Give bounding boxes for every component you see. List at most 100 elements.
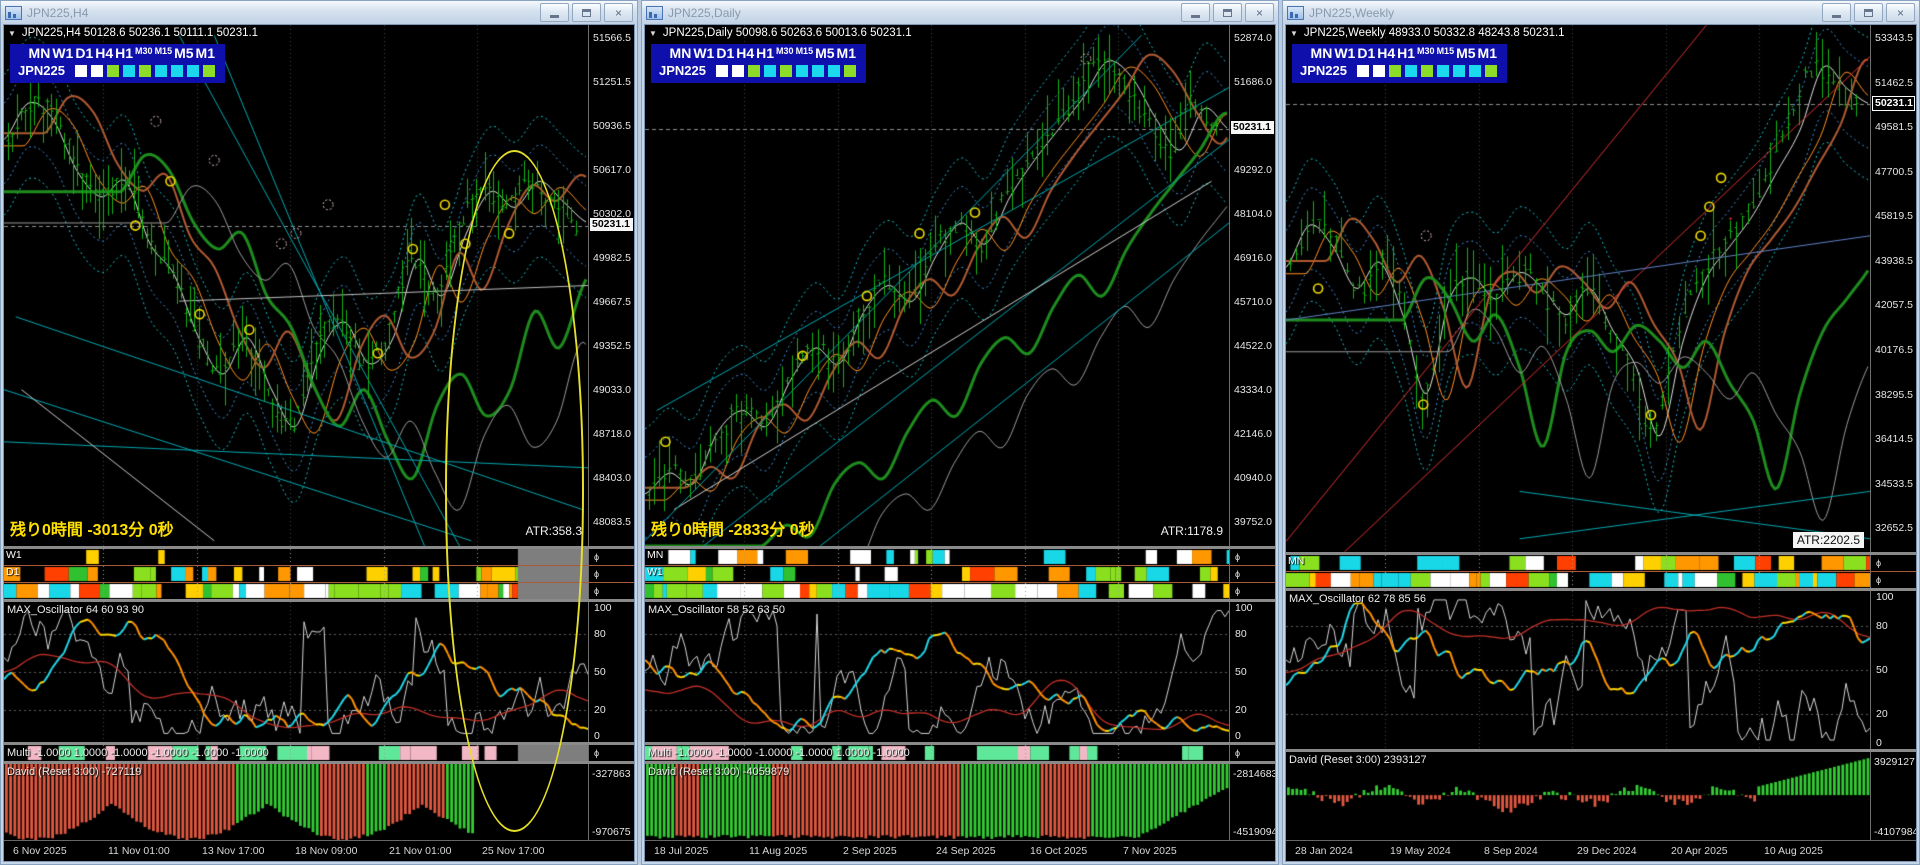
date-label: 18 Jul 2025 xyxy=(654,845,709,857)
chart-caret-icon: ▼ xyxy=(8,28,16,38)
date-axis[interactable]: 28 Jan 2024 19 May 2024 8 Sep 2024 29 Dec 2… xyxy=(1286,840,1916,861)
timeframe-square xyxy=(186,64,199,77)
strip-row: MN ϕ xyxy=(1286,555,1916,572)
panel-separator[interactable] xyxy=(4,546,634,549)
minimize-button[interactable] xyxy=(1822,3,1851,22)
oscillator-scale-label: 0 xyxy=(594,730,600,742)
timeframe-label: M5 xyxy=(174,45,194,61)
panel-separator[interactable] xyxy=(645,546,1275,549)
timeframe-square xyxy=(74,64,87,77)
price-label: 50936.5 xyxy=(593,120,631,133)
date-label: 10 Aug 2025 xyxy=(1764,845,1823,857)
price-label: 45819.5 xyxy=(1875,210,1913,223)
panel-separator[interactable] xyxy=(645,761,1275,764)
price-chart-canvas[interactable] xyxy=(645,25,1229,546)
timeframe-label: H4 xyxy=(95,45,114,61)
main-chart-area[interactable]: ▼ JPN225,H4 50128.6 50236.1 50111.1 5023… xyxy=(4,25,634,546)
date-axis[interactable]: 18 Jul 2025 11 Aug 2025 2 Sep 2025 24 Sep 2… xyxy=(645,840,1275,861)
minimize-icon xyxy=(1832,15,1841,18)
histogram-panel: David (Reset 3:00) -4059879 -2814683 -45… xyxy=(645,764,1275,840)
price-label: 52874.0 xyxy=(1234,32,1272,44)
price-label: 49352.5 xyxy=(593,340,631,353)
timeframe-label: H1 xyxy=(1397,45,1416,61)
timeframe-square xyxy=(715,64,728,77)
panel-separator[interactable] xyxy=(4,761,634,764)
restore-button[interactable] xyxy=(1854,3,1883,22)
oscillator-panel: MAX_Oscillator 64 60 93 90 100 80 50 20 0 xyxy=(4,602,634,742)
oscillator-scale-label: 0 xyxy=(1235,730,1241,742)
timeframe-label: M1 xyxy=(195,45,215,61)
price-chart-canvas[interactable] xyxy=(4,25,588,546)
titlebar[interactable]: JPN225,H4 × xyxy=(1,1,637,24)
timeframe-square xyxy=(779,64,792,77)
price-label: 42146.0 xyxy=(1234,428,1272,441)
timeframe-square xyxy=(90,64,103,77)
timeframe-square xyxy=(1484,64,1497,77)
current-price-tag: 50231.1 xyxy=(1872,96,1915,111)
anchor-icon: ϕ xyxy=(1870,555,1916,571)
timeframe-status-squares xyxy=(1356,64,1497,77)
timeframe-label: W1 xyxy=(52,45,74,61)
close-button[interactable]: × xyxy=(1886,3,1915,22)
histogram-scale: 3929127 -4107984 xyxy=(1870,752,1916,840)
oscillator-scale-label: 20 xyxy=(1876,708,1888,720)
main-chart-area[interactable]: ▼ JPN225,Weekly 48933.0 50332.8 48243.8 … xyxy=(1286,25,1916,552)
price-label: 40940.0 xyxy=(1234,472,1272,485)
panel-separator[interactable] xyxy=(645,599,1275,602)
strip-canvas xyxy=(1286,572,1870,588)
strip-row-label: W1 xyxy=(6,549,22,561)
oscillator-label: MAX_Oscillator 58 52 63 50 xyxy=(648,604,785,616)
chart-caret-icon: ▼ xyxy=(1290,28,1298,38)
restore-icon xyxy=(582,8,591,17)
timeframe-label: M15 xyxy=(795,46,814,56)
timeframe-status-squares xyxy=(74,64,215,77)
strip-canvas xyxy=(645,566,1229,582)
date-axis[interactable]: 6 Nov 2025 11 Nov 01:00 13 Nov 17:00 18 Nov… xyxy=(4,840,634,861)
minimize-button[interactable] xyxy=(540,3,569,22)
timeframe-label: H1 xyxy=(115,45,134,61)
price-scale[interactable]: 53343.5 51462.5 49581.5 47700.5 45819.5 43938… xyxy=(1870,25,1916,552)
panel-separator[interactable] xyxy=(1286,749,1916,752)
timeframe-labels: MN W1 D1 H4 H1 M30 M15 M5 M1 xyxy=(659,45,856,61)
restore-button[interactable] xyxy=(1213,3,1242,22)
price-scale[interactable]: 52874.051686.050480.049292.048104.046916… xyxy=(1229,25,1275,546)
price-label: 49982.5 xyxy=(593,252,631,265)
strip-row-label: D1 xyxy=(6,566,20,578)
price-scale[interactable]: 51566.5 51251.5 50936.5 50617.0 50302.0 49982… xyxy=(588,25,634,546)
atr-label: ATR:1178.9 xyxy=(1160,524,1223,538)
titlebar[interactable]: JPN225,Daily × xyxy=(642,1,1278,24)
minimize-icon xyxy=(1191,15,1200,18)
anchor-icon: ϕ xyxy=(1229,549,1275,565)
panel-separator[interactable] xyxy=(1286,552,1916,555)
anchor-icon: ϕ xyxy=(1870,572,1916,588)
timeframe-label: W1 xyxy=(693,45,715,61)
main-chart-area[interactable]: ▼ JPN225,Daily 50098.6 50263.6 50013.6 5… xyxy=(645,25,1275,546)
timeframe-label: M15 xyxy=(1436,46,1455,56)
price-chart-canvas[interactable] xyxy=(1286,25,1870,552)
oscillator-scale-label: 50 xyxy=(1876,664,1888,676)
timeframe-square xyxy=(1452,64,1465,77)
titlebar[interactable]: JPN225,Weekly × xyxy=(1283,1,1919,24)
panel-separator[interactable] xyxy=(645,742,1275,745)
panel-separator[interactable] xyxy=(4,742,634,745)
price-label: 46916.0 xyxy=(1234,252,1272,265)
price-label: 39752.0 xyxy=(1234,516,1272,529)
panel-separator[interactable] xyxy=(1286,588,1916,591)
minimize-button[interactable] xyxy=(1181,3,1210,22)
chart-window-icon xyxy=(1287,5,1304,20)
restore-button[interactable] xyxy=(572,3,601,22)
date-label: 24 Sep 2025 xyxy=(936,845,996,857)
timeframe-label: MN xyxy=(28,45,51,61)
histogram-label: David (Reset 3:00) 2393127 xyxy=(1289,754,1427,766)
timeframe-panel: MN W1 D1 H4 H1 M30 M15 M5 M1 JPN225 xyxy=(651,44,866,84)
atr-label: ATR:358.3 xyxy=(525,524,582,538)
ohlc-text: JPN225,Weekly 48933.0 50332.8 48243.8 50… xyxy=(1303,27,1565,39)
close-button[interactable]: × xyxy=(604,3,633,22)
close-button[interactable]: × xyxy=(1245,3,1274,22)
timeframe-square xyxy=(1372,64,1385,77)
histogram-scale: -327863 -970675 xyxy=(588,764,634,840)
panel-separator[interactable] xyxy=(4,599,634,602)
price-label: 48104.0 xyxy=(1234,208,1272,221)
chart-window-icon xyxy=(5,5,22,20)
